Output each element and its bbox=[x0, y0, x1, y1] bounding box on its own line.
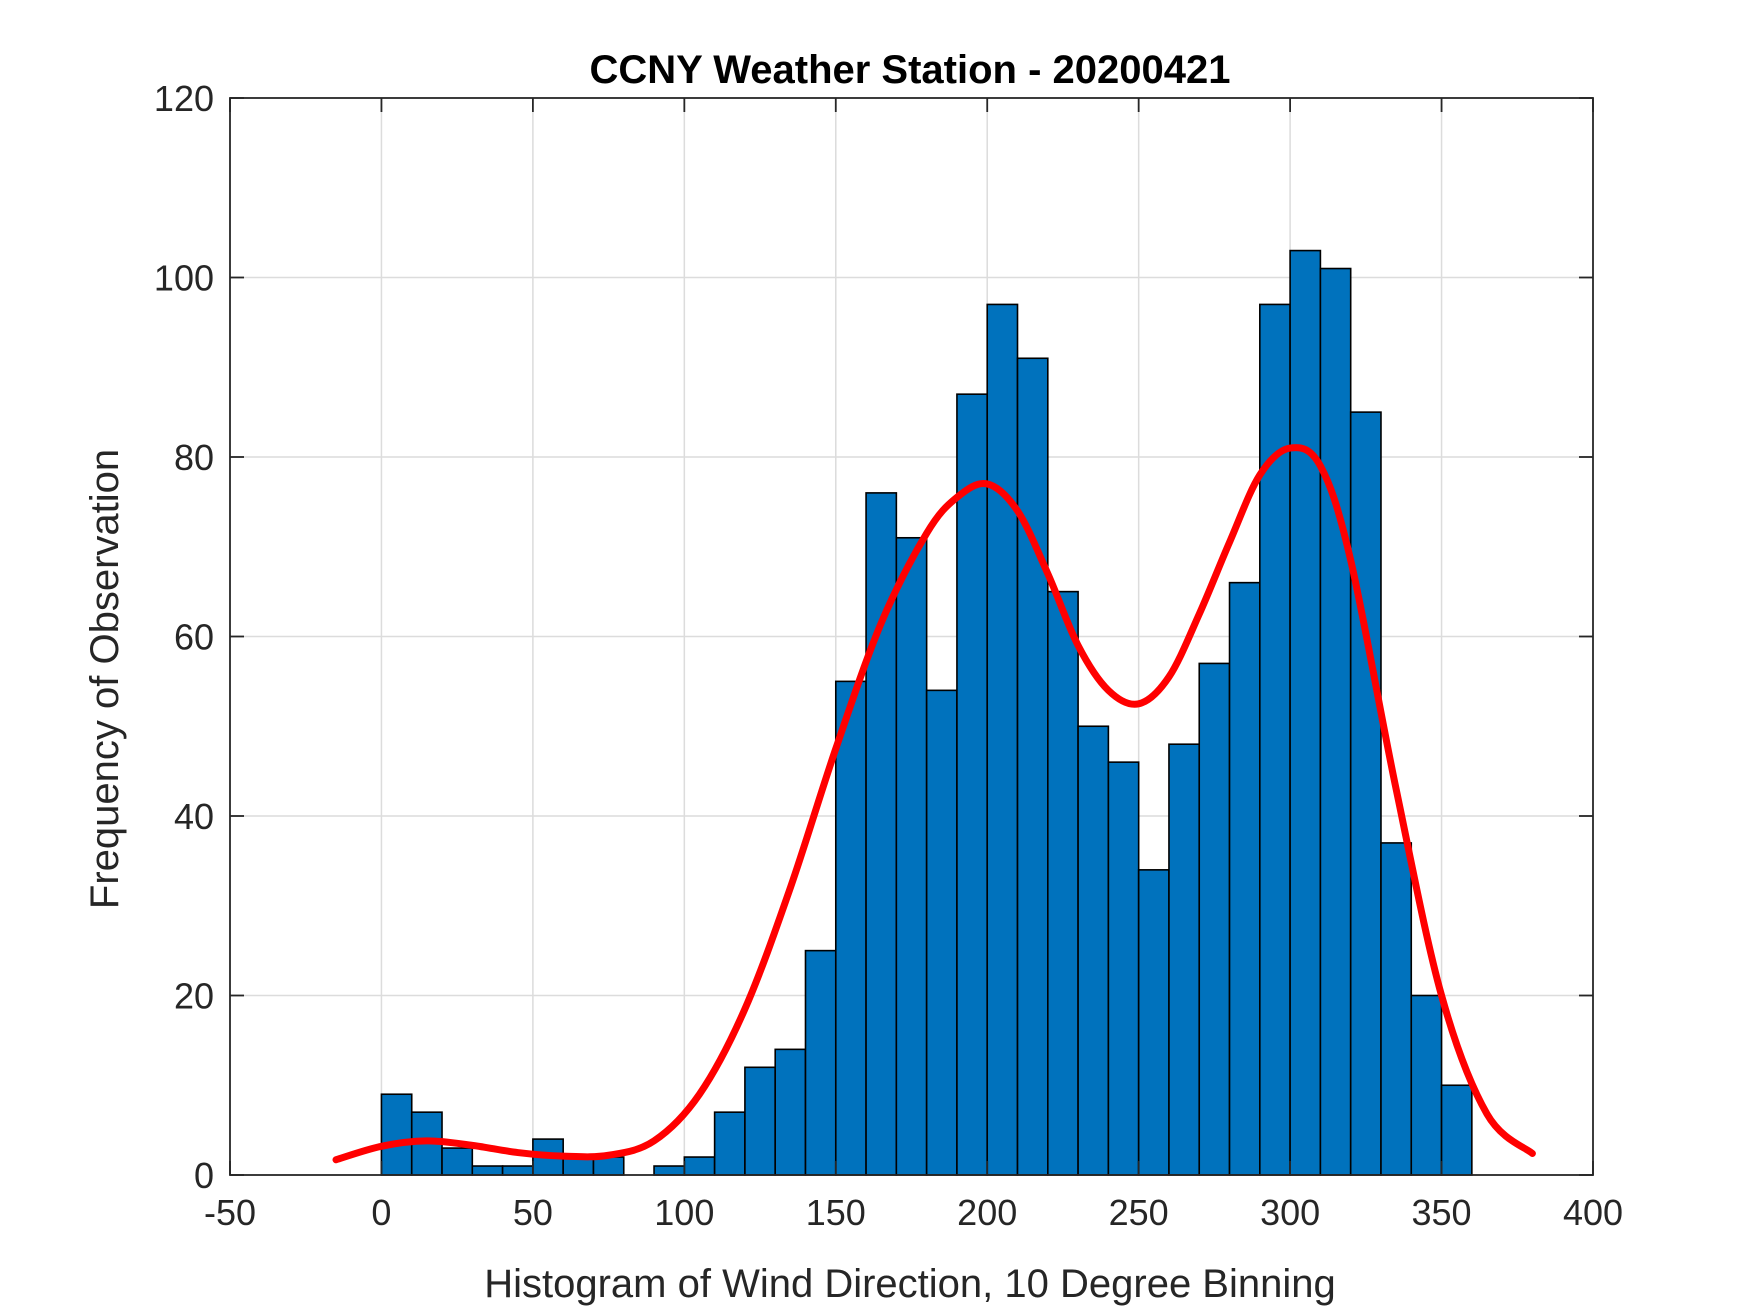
histogram-bar bbox=[1047, 590, 1079, 1176]
histogram-bar bbox=[471, 1165, 504, 1176]
y-tick-label: 40 bbox=[174, 796, 214, 837]
histogram-bar bbox=[1380, 842, 1413, 1176]
histogram-bar bbox=[1319, 267, 1352, 1176]
x-tick-label: 0 bbox=[371, 1192, 391, 1233]
y-tick-label: 80 bbox=[174, 437, 214, 478]
histogram-bar bbox=[380, 1093, 413, 1176]
histogram-bar bbox=[895, 536, 928, 1176]
histogram-bar bbox=[501, 1165, 534, 1176]
histogram-bar bbox=[1228, 581, 1261, 1176]
bars-layer bbox=[380, 249, 1473, 1176]
x-tick-label: -50 bbox=[204, 1192, 256, 1233]
chart-title: CCNY Weather Station - 20200421 bbox=[590, 48, 1231, 92]
axes-layer: -50 0 50 100 150 200 250 300 350 4000204060801001… bbox=[154, 78, 1623, 1233]
x-tick-label: 350 bbox=[1412, 1192, 1472, 1233]
x-tick-label: 300 bbox=[1260, 1192, 1320, 1233]
histogram-bar bbox=[1107, 761, 1140, 1176]
histogram-bar bbox=[956, 393, 989, 1176]
histogram-bar bbox=[774, 1048, 807, 1176]
y-tick-label: 20 bbox=[174, 976, 214, 1017]
histogram-bar bbox=[925, 689, 958, 1176]
x-tick-label: 100 bbox=[654, 1192, 714, 1233]
histogram-bar bbox=[1198, 662, 1231, 1176]
y-tick-label: 100 bbox=[154, 258, 214, 299]
histogram-bar bbox=[1137, 869, 1170, 1176]
histogram-bar bbox=[653, 1165, 686, 1176]
histogram-bar bbox=[1410, 994, 1443, 1176]
histogram-bar bbox=[1259, 303, 1291, 1176]
histogram-bar bbox=[441, 1147, 474, 1176]
fit-curve-line bbox=[332, 444, 1536, 1164]
y-tick-label: 0 bbox=[194, 1155, 214, 1196]
histogram-bar bbox=[713, 1111, 746, 1176]
histogram-bar bbox=[683, 1156, 716, 1176]
histogram-bar bbox=[1289, 249, 1322, 1176]
histogram-bar bbox=[1077, 725, 1110, 1176]
histogram-bar bbox=[1016, 357, 1049, 1176]
histogram-bar bbox=[1440, 1084, 1473, 1176]
histogram-bar bbox=[744, 1066, 777, 1176]
x-tick-label: 200 bbox=[957, 1192, 1017, 1233]
histogram-bar bbox=[1168, 743, 1201, 1176]
y-axis-label: Frequency of Observation bbox=[83, 449, 127, 909]
x-tick-label: 400 bbox=[1563, 1192, 1623, 1233]
curve-layer bbox=[332, 444, 1536, 1164]
x-tick-label: 150 bbox=[806, 1192, 866, 1233]
x-axis-label: Histogram of Wind Direction, 10 Degree B… bbox=[484, 1262, 1336, 1306]
y-tick-label: 60 bbox=[174, 617, 214, 658]
y-tick-label: 120 bbox=[154, 78, 214, 119]
histogram-bar bbox=[834, 680, 867, 1176]
histogram-bar bbox=[986, 303, 1019, 1176]
labels-layer: CCNY Weather Station - 20200421 Histogra… bbox=[83, 48, 1336, 1306]
x-tick-label: 250 bbox=[1109, 1192, 1169, 1233]
x-tick-label: 50 bbox=[513, 1192, 553, 1233]
histogram-bar bbox=[1349, 411, 1382, 1176]
histogram-bar bbox=[804, 949, 837, 1176]
